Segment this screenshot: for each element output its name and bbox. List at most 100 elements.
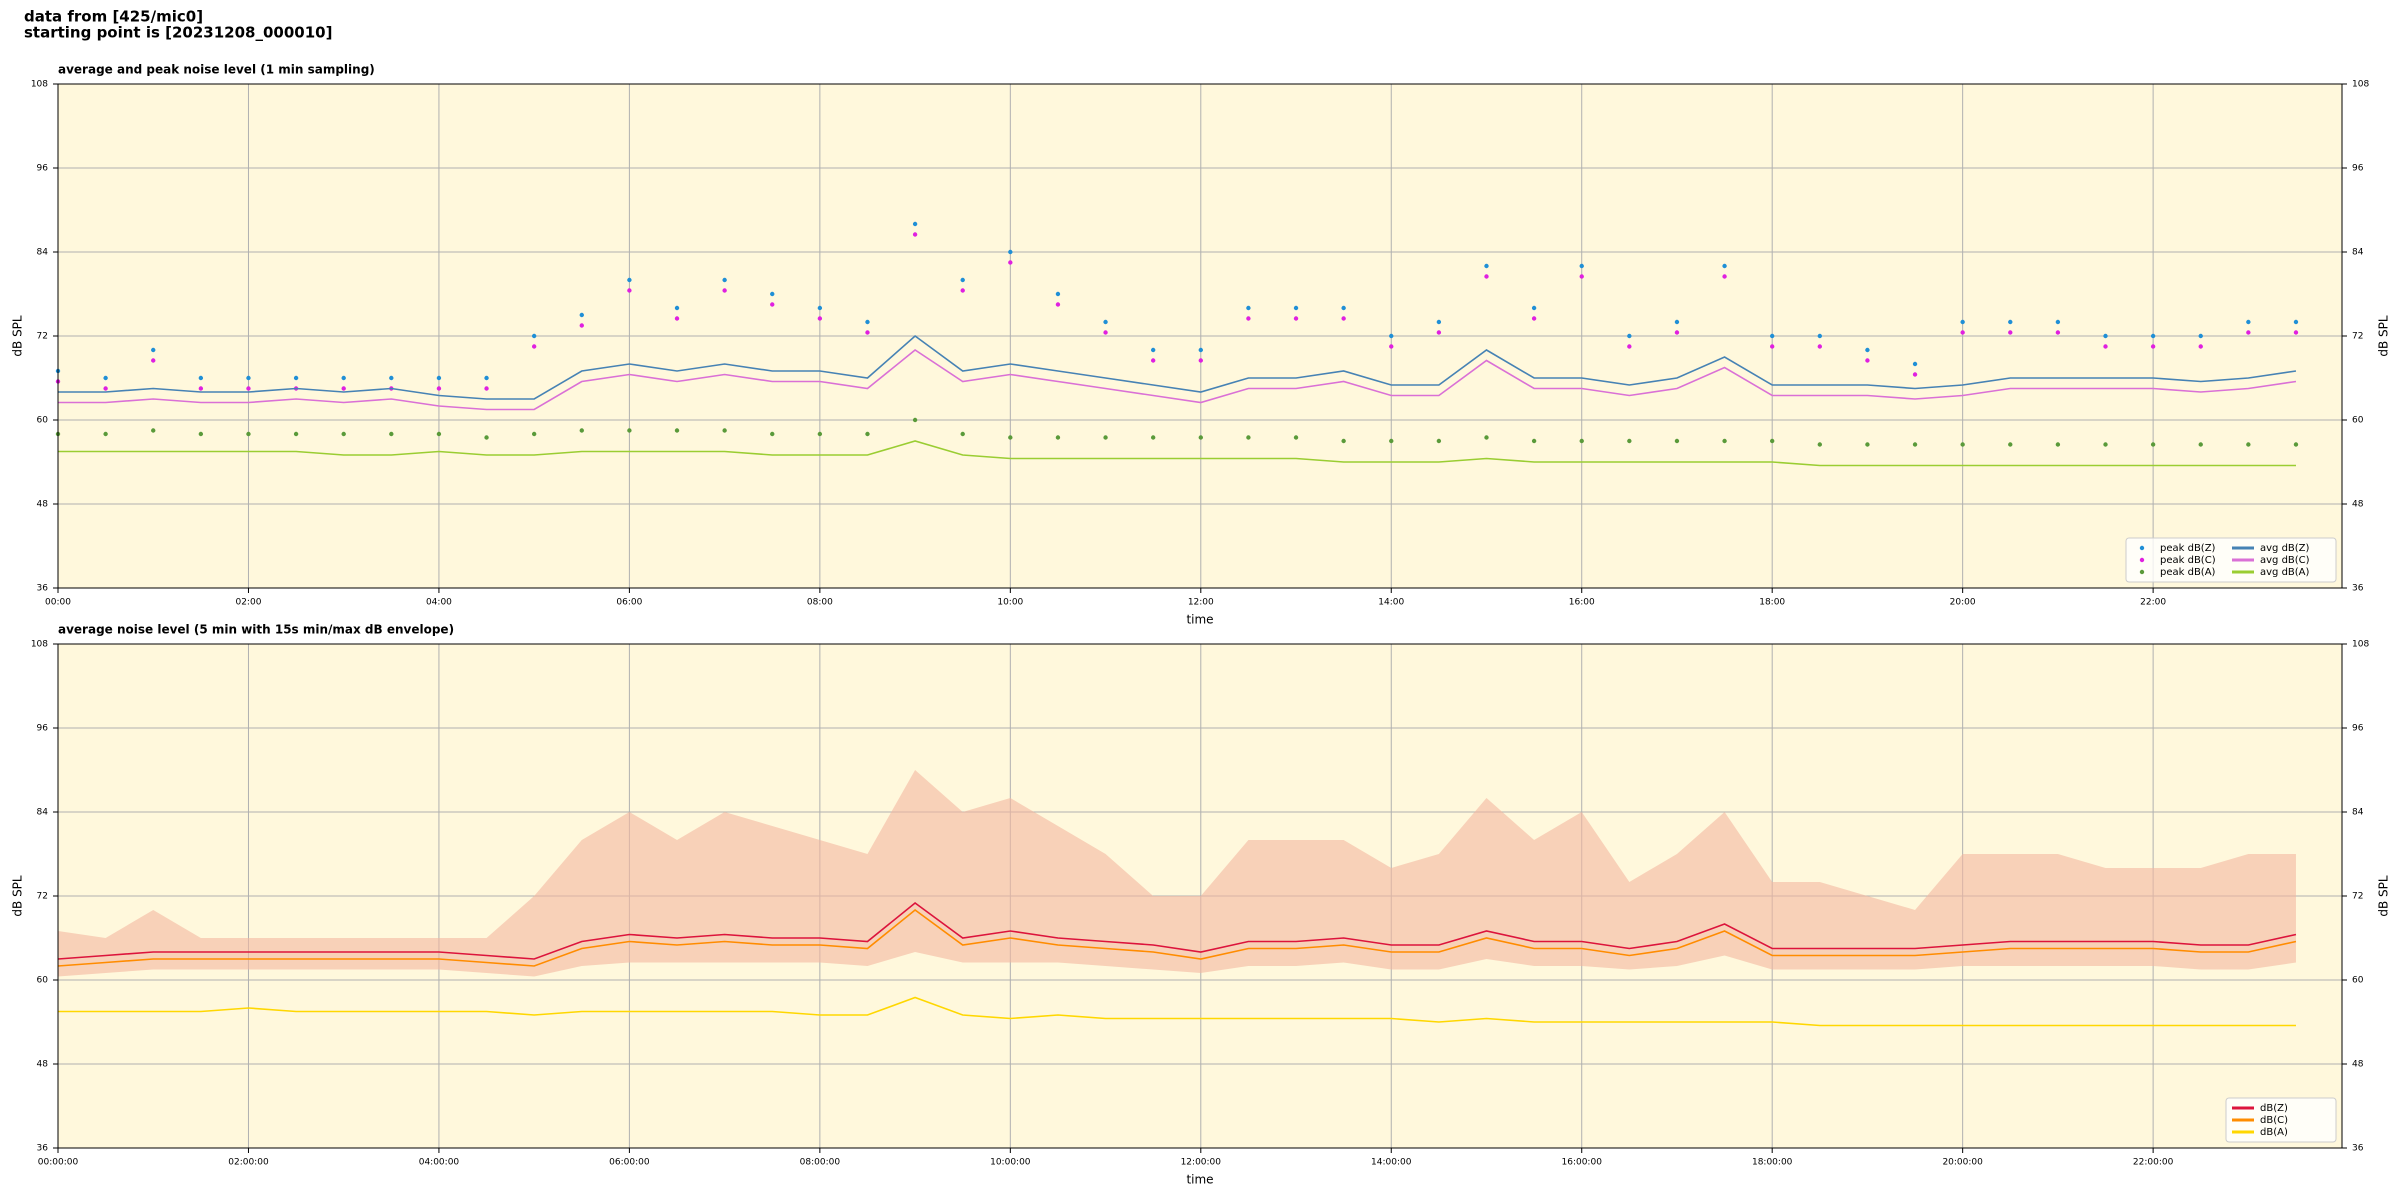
x-tick-label: 18:00 — [1759, 598, 1785, 608]
y-axis-label: dB SPL — [2377, 875, 2391, 917]
peak-dot — [1722, 263, 1727, 269]
peak-dot — [817, 431, 823, 437]
series-line — [58, 440, 2296, 467]
y-tick-label: 84 — [37, 808, 49, 818]
peak-dot — [722, 277, 727, 283]
peak-dot — [1436, 319, 1442, 325]
peak-dot — [579, 323, 584, 328]
peak-dot — [341, 375, 346, 381]
peak-dot — [1722, 274, 1727, 279]
peak-dot — [198, 375, 204, 381]
x-tick-label: 04:00 — [426, 598, 452, 608]
x-tick-label: 12:00 — [1188, 598, 1214, 608]
y-tick-label: 48 — [2352, 1060, 2364, 1070]
peak-dot — [293, 375, 299, 381]
envelope — [58, 770, 2296, 977]
legend-label: dB(Z) — [2260, 1103, 2288, 1114]
y-tick-label: 108 — [31, 640, 48, 650]
peak-dot — [1389, 438, 1394, 444]
peak-dot — [674, 316, 680, 321]
peak-dot — [627, 277, 632, 283]
peak-dot — [770, 291, 775, 297]
peak-dot — [2246, 330, 2251, 335]
peak-dot — [1055, 302, 1061, 307]
peak-dot — [960, 288, 965, 293]
y-tick-label: 72 — [37, 332, 48, 342]
peak-dot — [2008, 319, 2013, 325]
peak-dot — [1960, 319, 1965, 325]
peak-dot — [674, 428, 680, 433]
y-tick-label: 108 — [2352, 80, 2369, 90]
peak-dot — [1008, 260, 1013, 265]
y-tick-label: 108 — [31, 80, 48, 90]
peak-dot — [627, 428, 632, 433]
legend-label: avg dB(A) — [2260, 567, 2310, 578]
peak-dot — [2103, 442, 2108, 447]
peak-dot — [103, 431, 108, 437]
peak-dot — [1627, 333, 1632, 339]
header-line: starting point is [20231208_000010] — [24, 24, 332, 42]
legend-box — [2125, 537, 2337, 583]
peak-dot — [1865, 358, 1870, 363]
x-tick-label: 00:00:00 — [38, 1158, 79, 1168]
x-tick-label: 18:00:00 — [1752, 1158, 1793, 1168]
y-tick-label: 48 — [37, 1060, 49, 1070]
legend-swatch — [2139, 557, 2145, 563]
peak-dot — [912, 232, 918, 237]
peak-dot — [246, 375, 251, 381]
x-tick-label: 04:00:00 — [419, 1158, 460, 1168]
y-tick-label: 96 — [2352, 164, 2364, 174]
y-tick-label: 36 — [2352, 584, 2364, 594]
legend-label: peak dB(A) — [2160, 567, 2216, 578]
peak-dot — [2198, 344, 2203, 349]
y-tick-label: 36 — [37, 584, 49, 594]
y-tick-label: 60 — [2352, 416, 2364, 426]
legend-swatch — [2139, 545, 2145, 551]
peak-dot — [1008, 435, 1013, 440]
y-tick-label: 96 — [2352, 724, 2364, 734]
peak-dot — [1293, 305, 1299, 311]
peak-dot — [817, 316, 823, 321]
peak-dot — [2103, 333, 2108, 339]
peak-dot — [960, 277, 965, 283]
peak-dot — [531, 344, 537, 349]
peak-dot — [1674, 319, 1680, 325]
peak-dot — [1531, 305, 1537, 311]
y-tick-label: 108 — [2352, 640, 2369, 650]
peak-dot — [531, 333, 537, 339]
legend-label: dB(A) — [2260, 1127, 2288, 1138]
x-tick-label: 14:00 — [1378, 598, 1404, 608]
peak-dot — [1246, 316, 1251, 321]
peak-dot — [1674, 330, 1680, 335]
chart-title: average noise level (5 min with 15s min/… — [58, 623, 454, 637]
x-tick-label: 22:00:00 — [2133, 1158, 2174, 1168]
peak-dot — [2293, 319, 2299, 325]
peak-dot — [1484, 274, 1489, 279]
peak-dot — [1865, 347, 1870, 353]
y-tick-label: 36 — [37, 1144, 49, 1154]
peak-dot — [722, 288, 727, 293]
x-tick-label: 02:00 — [235, 598, 261, 608]
peak-dot — [1865, 442, 1870, 447]
peak-dot — [1817, 344, 1823, 349]
peak-dot — [1341, 316, 1346, 321]
peak-dot — [2055, 442, 2061, 447]
peak-dot — [770, 302, 775, 307]
y-axis-label: dB SPL — [11, 315, 25, 357]
peak-dot — [2293, 330, 2299, 335]
chart-title: average and peak noise level (1 min samp… — [58, 63, 375, 77]
legend-label: avg dB(Z) — [2260, 543, 2310, 554]
x-tick-label: 02:00:00 — [228, 1158, 269, 1168]
peak-dot — [912, 417, 918, 423]
x-tick-label: 10:00 — [997, 598, 1023, 608]
peak-dot — [1769, 333, 1775, 339]
peak-dot — [1531, 438, 1537, 444]
x-tick-label: 06:00 — [616, 598, 642, 608]
series-line — [58, 334, 2297, 400]
peak-dot — [1960, 330, 1965, 335]
peak-dot — [484, 435, 489, 440]
peak-dot — [2150, 344, 2156, 349]
peak-dot — [1912, 372, 1918, 377]
